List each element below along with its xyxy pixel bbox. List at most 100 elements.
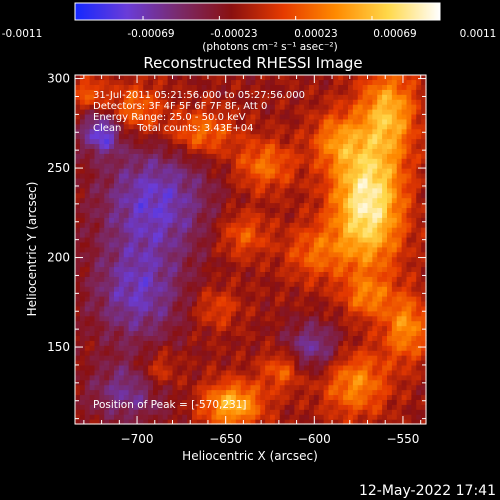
heatmap-cell [231,192,237,199]
heatmap-cell [406,79,412,85]
heatmap-cell [328,409,334,415]
heatmap-cell [265,271,271,277]
heatmap-cell [167,276,174,282]
heatmap-cell [372,143,378,149]
heatmap-cell [304,305,310,312]
heatmap-cell [192,232,198,238]
heatmap-cell [162,74,169,81]
heatmap-cell [250,118,256,125]
heatmap-cell [94,261,100,268]
heatmap-cell [196,409,203,415]
heatmap-cell [343,177,349,184]
heatmap-cell [79,389,86,396]
heatmap-cell [289,118,295,125]
heatmap-cell [338,222,344,228]
heatmap-cell [153,128,159,135]
heatmap-cell [231,350,237,356]
heatmap-cell [387,94,393,100]
heatmap-cell [343,99,349,105]
heatmap-cell [94,177,100,184]
heatmap-cell [387,123,393,130]
heatmap-cell [401,222,408,228]
heatmap-cell [343,168,349,174]
heatmap-cell [75,241,81,248]
heatmap-cell [187,79,193,85]
heatmap-cell [206,379,213,386]
heatmap-cell [94,379,100,386]
heatmap-cell [250,163,256,169]
heatmap-cell [299,271,305,277]
heatmap-cell [396,163,403,169]
heatmap-cell [387,153,393,159]
heatmap-cell [338,236,344,243]
heatmap-cell [318,192,325,199]
heatmap-cell [231,74,237,81]
heatmap-cell [148,177,154,184]
heatmap-cell [411,310,417,317]
heatmap-cell [318,187,325,194]
heatmap-cell [167,389,174,396]
heatmap-cell [338,320,344,327]
heatmap-cell [387,345,393,351]
heatmap-cell [226,202,232,209]
heatmap-cell [411,261,417,268]
heatmap-cell [84,79,91,85]
heatmap-cell [172,256,178,263]
heatmap-cell [104,325,110,332]
heatmap-cell [279,187,286,194]
heatmap-cell [240,104,247,110]
heatmap-cell [196,222,203,228]
heatmap-cell [333,84,339,90]
heatmap-cell [201,202,208,209]
heatmap-cell [323,118,330,125]
heatmap-cell [387,364,393,371]
heatmap-cell [255,153,261,159]
heatmap-cell [245,261,252,268]
heatmap-cell [118,118,125,125]
heatmap-cell [387,133,393,140]
heatmap-cell [411,300,417,307]
heatmap-cell [216,394,222,400]
heatmap-cell [187,212,193,218]
heatmap-cell [260,300,266,307]
heatmap-cell [245,118,252,125]
heatmap-cell [343,374,349,381]
heatmap-cell [338,246,344,253]
heatmap-cell [382,374,388,381]
heatmap-cell [318,172,325,179]
heatmap-cell [265,241,271,248]
heatmap-cell [240,330,247,337]
heatmap-cell [221,350,227,356]
heatmap-cell [294,261,300,268]
heatmap-cell [138,266,144,273]
heatmap-cell [75,128,81,135]
heatmap-cell [338,271,344,277]
heatmap-cell [148,384,154,391]
heatmap-cell [104,109,110,115]
heatmap-cell [75,222,81,228]
heatmap-cell [284,217,291,223]
colorbar-tick-label: -0.0011 [2,28,43,40]
heatmap-cell [284,163,291,169]
heatmap-cell [143,369,149,376]
heatmap-cell [333,300,339,307]
heatmap-cell [270,291,276,297]
heatmap-cell [128,261,135,268]
heatmap-cell [118,236,125,243]
heatmap-cell [187,399,193,405]
heatmap-cell [201,177,208,184]
heatmap-cell [182,172,188,179]
heatmap-cell [206,310,213,317]
heatmap-cell [387,232,393,238]
heatmap-cell [387,118,393,125]
heatmap-cell [270,364,276,371]
heatmap-cell [245,232,252,238]
heatmap-cell [226,153,232,159]
heatmap-cell [318,118,325,125]
heatmap-cell [255,187,261,194]
heatmap-cell [391,384,398,391]
heatmap-cell [94,350,100,356]
heatmap-cell [148,256,154,263]
heatmap-cell [391,276,398,282]
heatmap-cell [391,94,398,100]
